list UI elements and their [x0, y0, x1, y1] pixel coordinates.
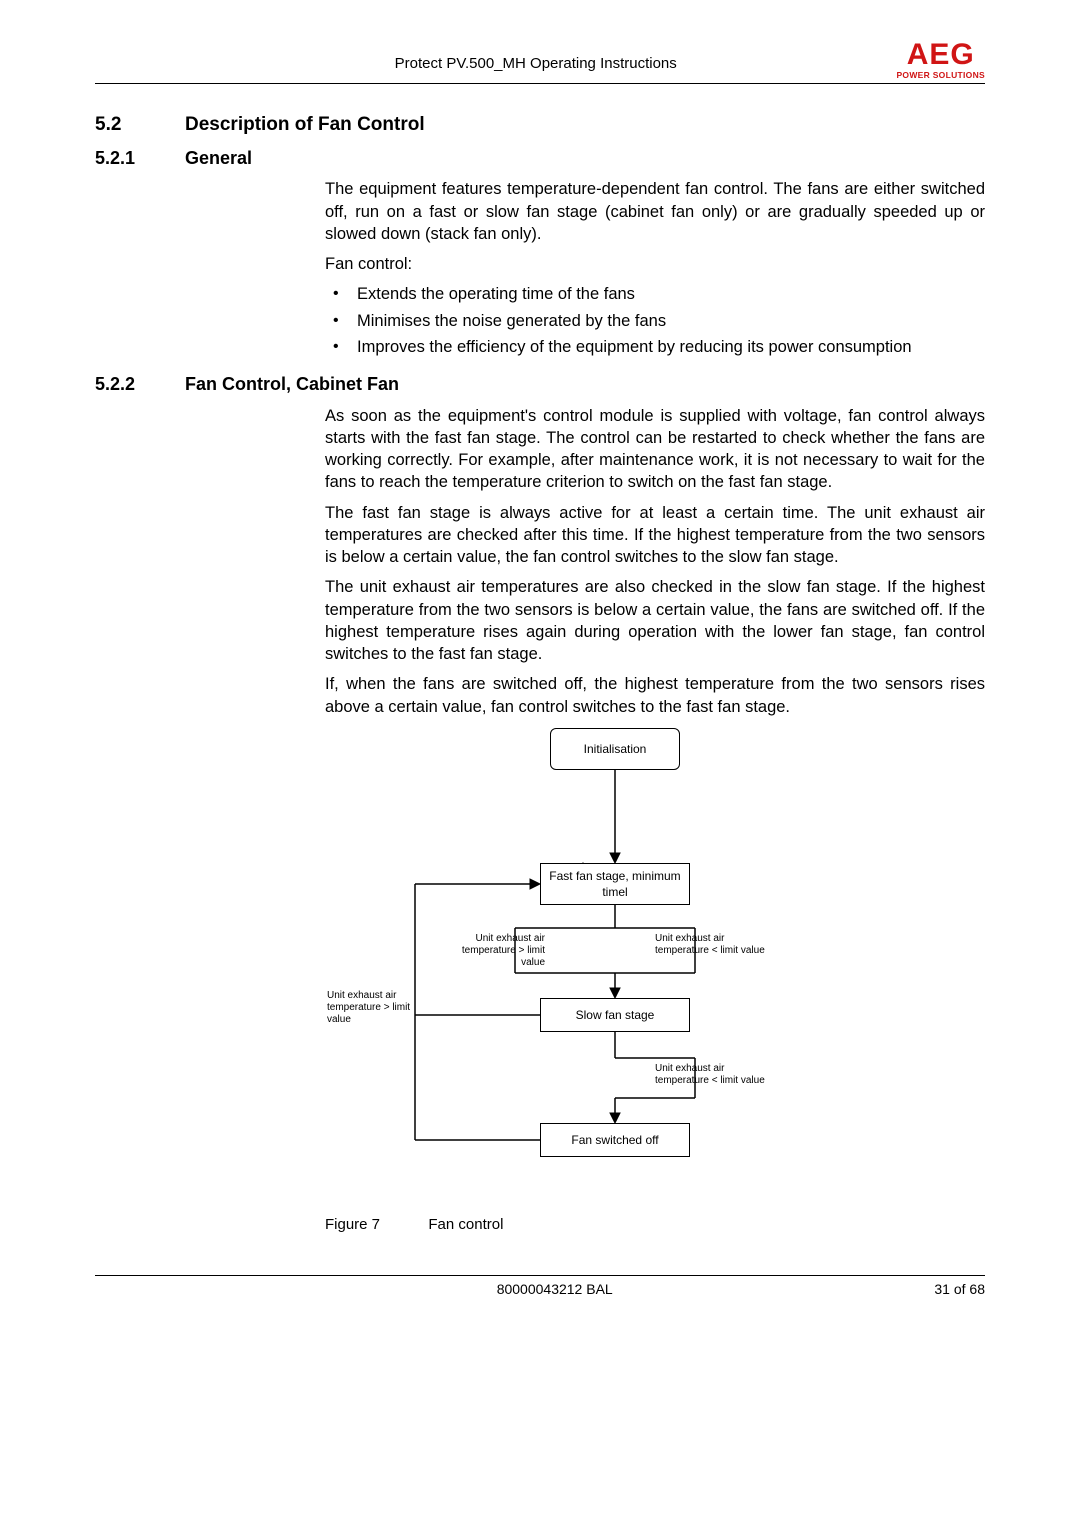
page-header: Protect PV.500_MH Operating Instructions…: [95, 50, 985, 84]
section-5-2-1-body: The equipment features temperature-depen…: [325, 178, 985, 358]
paragraph: If, when the fans are switched off, the …: [325, 673, 985, 718]
flowchart-label: Unit exhaust air temperature > limit val…: [450, 933, 545, 969]
subsection-title: Fan Control, Cabinet Fan: [185, 372, 399, 396]
section-5-2-1-heading: 5.2.1 General: [95, 146, 985, 170]
paragraph: Fan control:: [325, 253, 985, 275]
fan-control-flowchart: Initialisation Fast fan stage, minimum t…: [325, 728, 885, 1203]
section-5-2-2-heading: 5.2.2 Fan Control, Cabinet Fan: [95, 372, 985, 396]
bullet-list: Extends the operating time of the fans M…: [325, 283, 985, 358]
subsection-number: 5.2.2: [95, 372, 185, 396]
paragraph: The fast fan stage is always active for …: [325, 502, 985, 569]
figure-caption-text: Fan control: [428, 1216, 503, 1233]
figure-caption: Figure 7 Fan control: [325, 1215, 985, 1235]
subsection-number: 5.2.1: [95, 146, 185, 170]
section-5-2-2-body: As soon as the equipment's control modul…: [325, 405, 985, 718]
page-footer: 80000043212 BAL 31 of 68: [95, 1275, 985, 1299]
logo-main-text: AEG: [907, 40, 975, 70]
list-item: Minimises the noise generated by the fan…: [325, 310, 985, 332]
flowchart-label: Unit exhaust air temperature < limit val…: [655, 1063, 765, 1087]
section-5-2-heading: 5.2 Description of Fan Control: [95, 112, 985, 138]
footer-doc-number: 80000043212 BAL: [175, 1280, 934, 1299]
subsection-title: General: [185, 146, 252, 170]
aeg-logo: AEG POWER SOLUTIONS: [896, 40, 985, 81]
section-title: Description of Fan Control: [185, 112, 425, 138]
header-doc-title: Protect PV.500_MH Operating Instructions: [175, 50, 896, 74]
paragraph: The unit exhaust air temperatures are al…: [325, 576, 985, 665]
footer-page-number: 31 of 68: [934, 1280, 985, 1299]
figure-label: Figure 7: [325, 1216, 380, 1233]
flowchart-node-off: Fan switched off: [540, 1123, 690, 1157]
section-number: 5.2: [95, 112, 185, 138]
paragraph: The equipment features temperature-depen…: [325, 178, 985, 245]
paragraph: As soon as the equipment's control modul…: [325, 405, 985, 494]
flowchart-node-fast: Fast fan stage, minimum timel: [540, 863, 690, 905]
list-item: Extends the operating time of the fans: [325, 283, 985, 305]
list-item: Improves the efficiency of the equipment…: [325, 336, 985, 358]
flowchart-label: Unit exhaust air temperature > limit val…: [327, 990, 412, 1026]
flowchart-node-init: Initialisation: [550, 728, 680, 770]
flowchart-node-slow: Slow fan stage: [540, 998, 690, 1032]
flowchart-label: Unit exhaust air temperature < limit val…: [655, 933, 765, 957]
logo-sub-text: POWER SOLUTIONS: [896, 70, 985, 81]
